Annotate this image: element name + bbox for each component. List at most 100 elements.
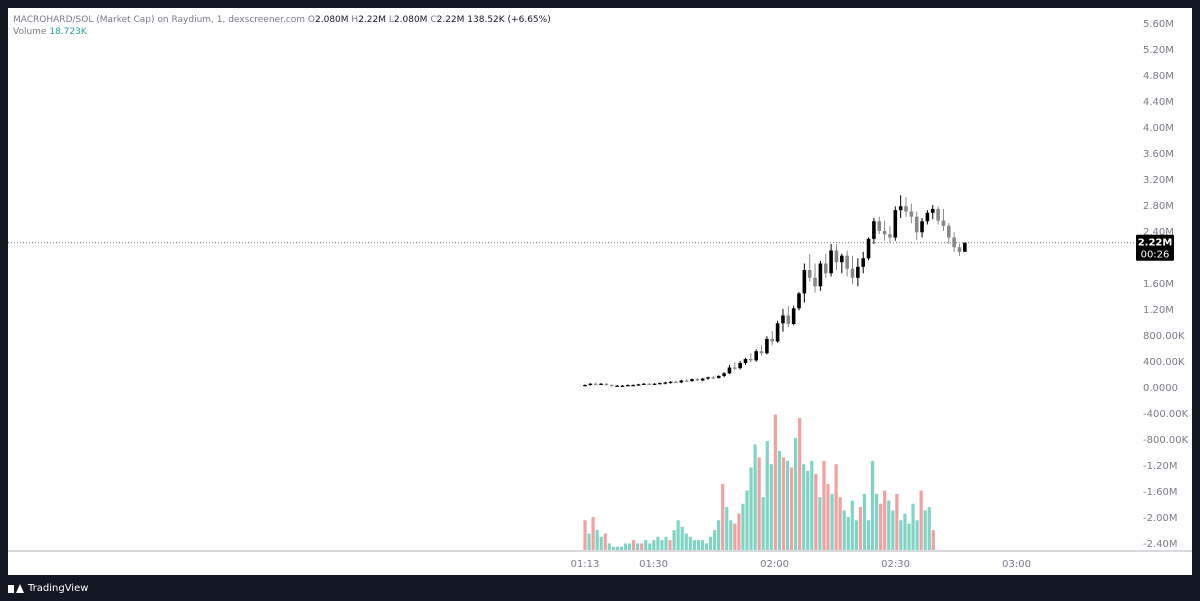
volume-bar [587, 533, 591, 550]
volume-bar [688, 536, 692, 550]
y-tick-label: 400.00K [1143, 357, 1185, 368]
candle-body [706, 377, 710, 379]
y-tick-label: -800.00K [1143, 435, 1189, 446]
volume-bar [672, 530, 676, 550]
volume-bar [818, 497, 822, 550]
close-label: C [430, 15, 437, 25]
candle-body [700, 378, 705, 381]
candle-body [733, 367, 737, 369]
volume-bar [615, 546, 619, 550]
volume-bar [830, 493, 834, 550]
volume-bar [883, 490, 887, 550]
volume-bar [595, 530, 599, 550]
volume-bar [785, 460, 790, 550]
candle-body [738, 362, 742, 369]
volume-bar [927, 507, 931, 550]
candle-body [904, 206, 908, 212]
candle-body [877, 221, 882, 231]
candle-body [861, 258, 865, 267]
volume-bar [656, 536, 660, 550]
candle-body [823, 263, 828, 274]
volume-bar [627, 543, 632, 550]
candle-body [765, 338, 769, 354]
candle-body [818, 263, 823, 287]
volume-bar [870, 460, 875, 550]
volume-bar [652, 540, 656, 550]
candle-body [690, 379, 694, 382]
candle-body [722, 373, 726, 376]
volume-bar [640, 543, 644, 550]
volume-bar [931, 530, 935, 550]
x-tick-label: 01:13 [571, 559, 600, 570]
candle-body [711, 377, 716, 379]
y-tick-label: 1.20M [1143, 305, 1174, 316]
candle-body [588, 383, 593, 386]
volume-bar [745, 490, 749, 550]
volume-bar [668, 540, 672, 550]
volume-bar [802, 464, 806, 550]
candle-body [615, 385, 619, 387]
volume-bar [854, 520, 858, 550]
volume-bar [794, 437, 798, 550]
volume-bar [911, 503, 915, 550]
candle-body [786, 315, 791, 324]
volume-bar [822, 460, 826, 550]
volume-bar [607, 543, 611, 550]
volume-bar [842, 510, 846, 550]
high-value: 2.22M [358, 15, 387, 25]
candle-body [647, 383, 651, 385]
volume-bar [648, 543, 652, 550]
candle-body [727, 367, 732, 374]
x-tick-label: 02:30 [881, 559, 910, 570]
tradingview-logo[interactable]: TradingView [8, 583, 88, 594]
volume-bar [777, 451, 781, 550]
candle-body [663, 382, 668, 384]
volume-bar [858, 507, 862, 550]
volume-bar [866, 520, 871, 550]
y-tick-label: 0.0000 [1143, 383, 1178, 394]
y-tick-label: -1.20M [1143, 461, 1178, 472]
candle-body [593, 383, 598, 385]
candle-body [609, 385, 614, 387]
y-tick-label: -400.00K [1143, 409, 1189, 420]
volume-bar [749, 467, 753, 550]
low-label: L [388, 15, 394, 25]
candle-body [791, 308, 796, 324]
volume-bar [761, 497, 765, 550]
volume-bar [834, 464, 838, 550]
candle-body [695, 379, 700, 381]
y-tick-label: 5.20M [1143, 45, 1174, 56]
price-badge [1136, 234, 1174, 261]
symbol-title: MACROHARD/SOL (Market Cap) on Raydium, 1… [13, 15, 306, 25]
volume-bar [583, 520, 587, 550]
candle-body [866, 238, 871, 259]
candle-body [807, 270, 812, 278]
candle-body [845, 255, 849, 269]
candle-body [957, 247, 962, 252]
candle-body [636, 384, 641, 386]
volume-bar [875, 493, 879, 550]
volume-bar [850, 500, 854, 550]
y-tick-label: 2.40M [1143, 227, 1174, 238]
volume-value: 18.723K [49, 27, 87, 37]
candle-body [963, 242, 967, 252]
open-value: 2.080M [315, 15, 349, 25]
y-tick-label: 800.00K [1143, 331, 1185, 342]
y-tick-label: 4.00M [1143, 123, 1174, 134]
candle-body [679, 380, 684, 383]
volume-bar [798, 418, 802, 550]
volume-bar [903, 513, 907, 550]
volume-bar [757, 457, 761, 550]
candle-body [775, 323, 780, 342]
candle-body [754, 351, 758, 361]
candle-body [583, 385, 587, 387]
volume-bar [591, 517, 595, 550]
candle-body [872, 221, 876, 239]
volume-bar [741, 503, 745, 550]
candle-body [893, 210, 898, 238]
candle-body [743, 359, 748, 363]
price-badge-countdown: 00:26 [1141, 250, 1170, 261]
volume-bar [806, 470, 810, 550]
volume-bar [721, 484, 725, 550]
